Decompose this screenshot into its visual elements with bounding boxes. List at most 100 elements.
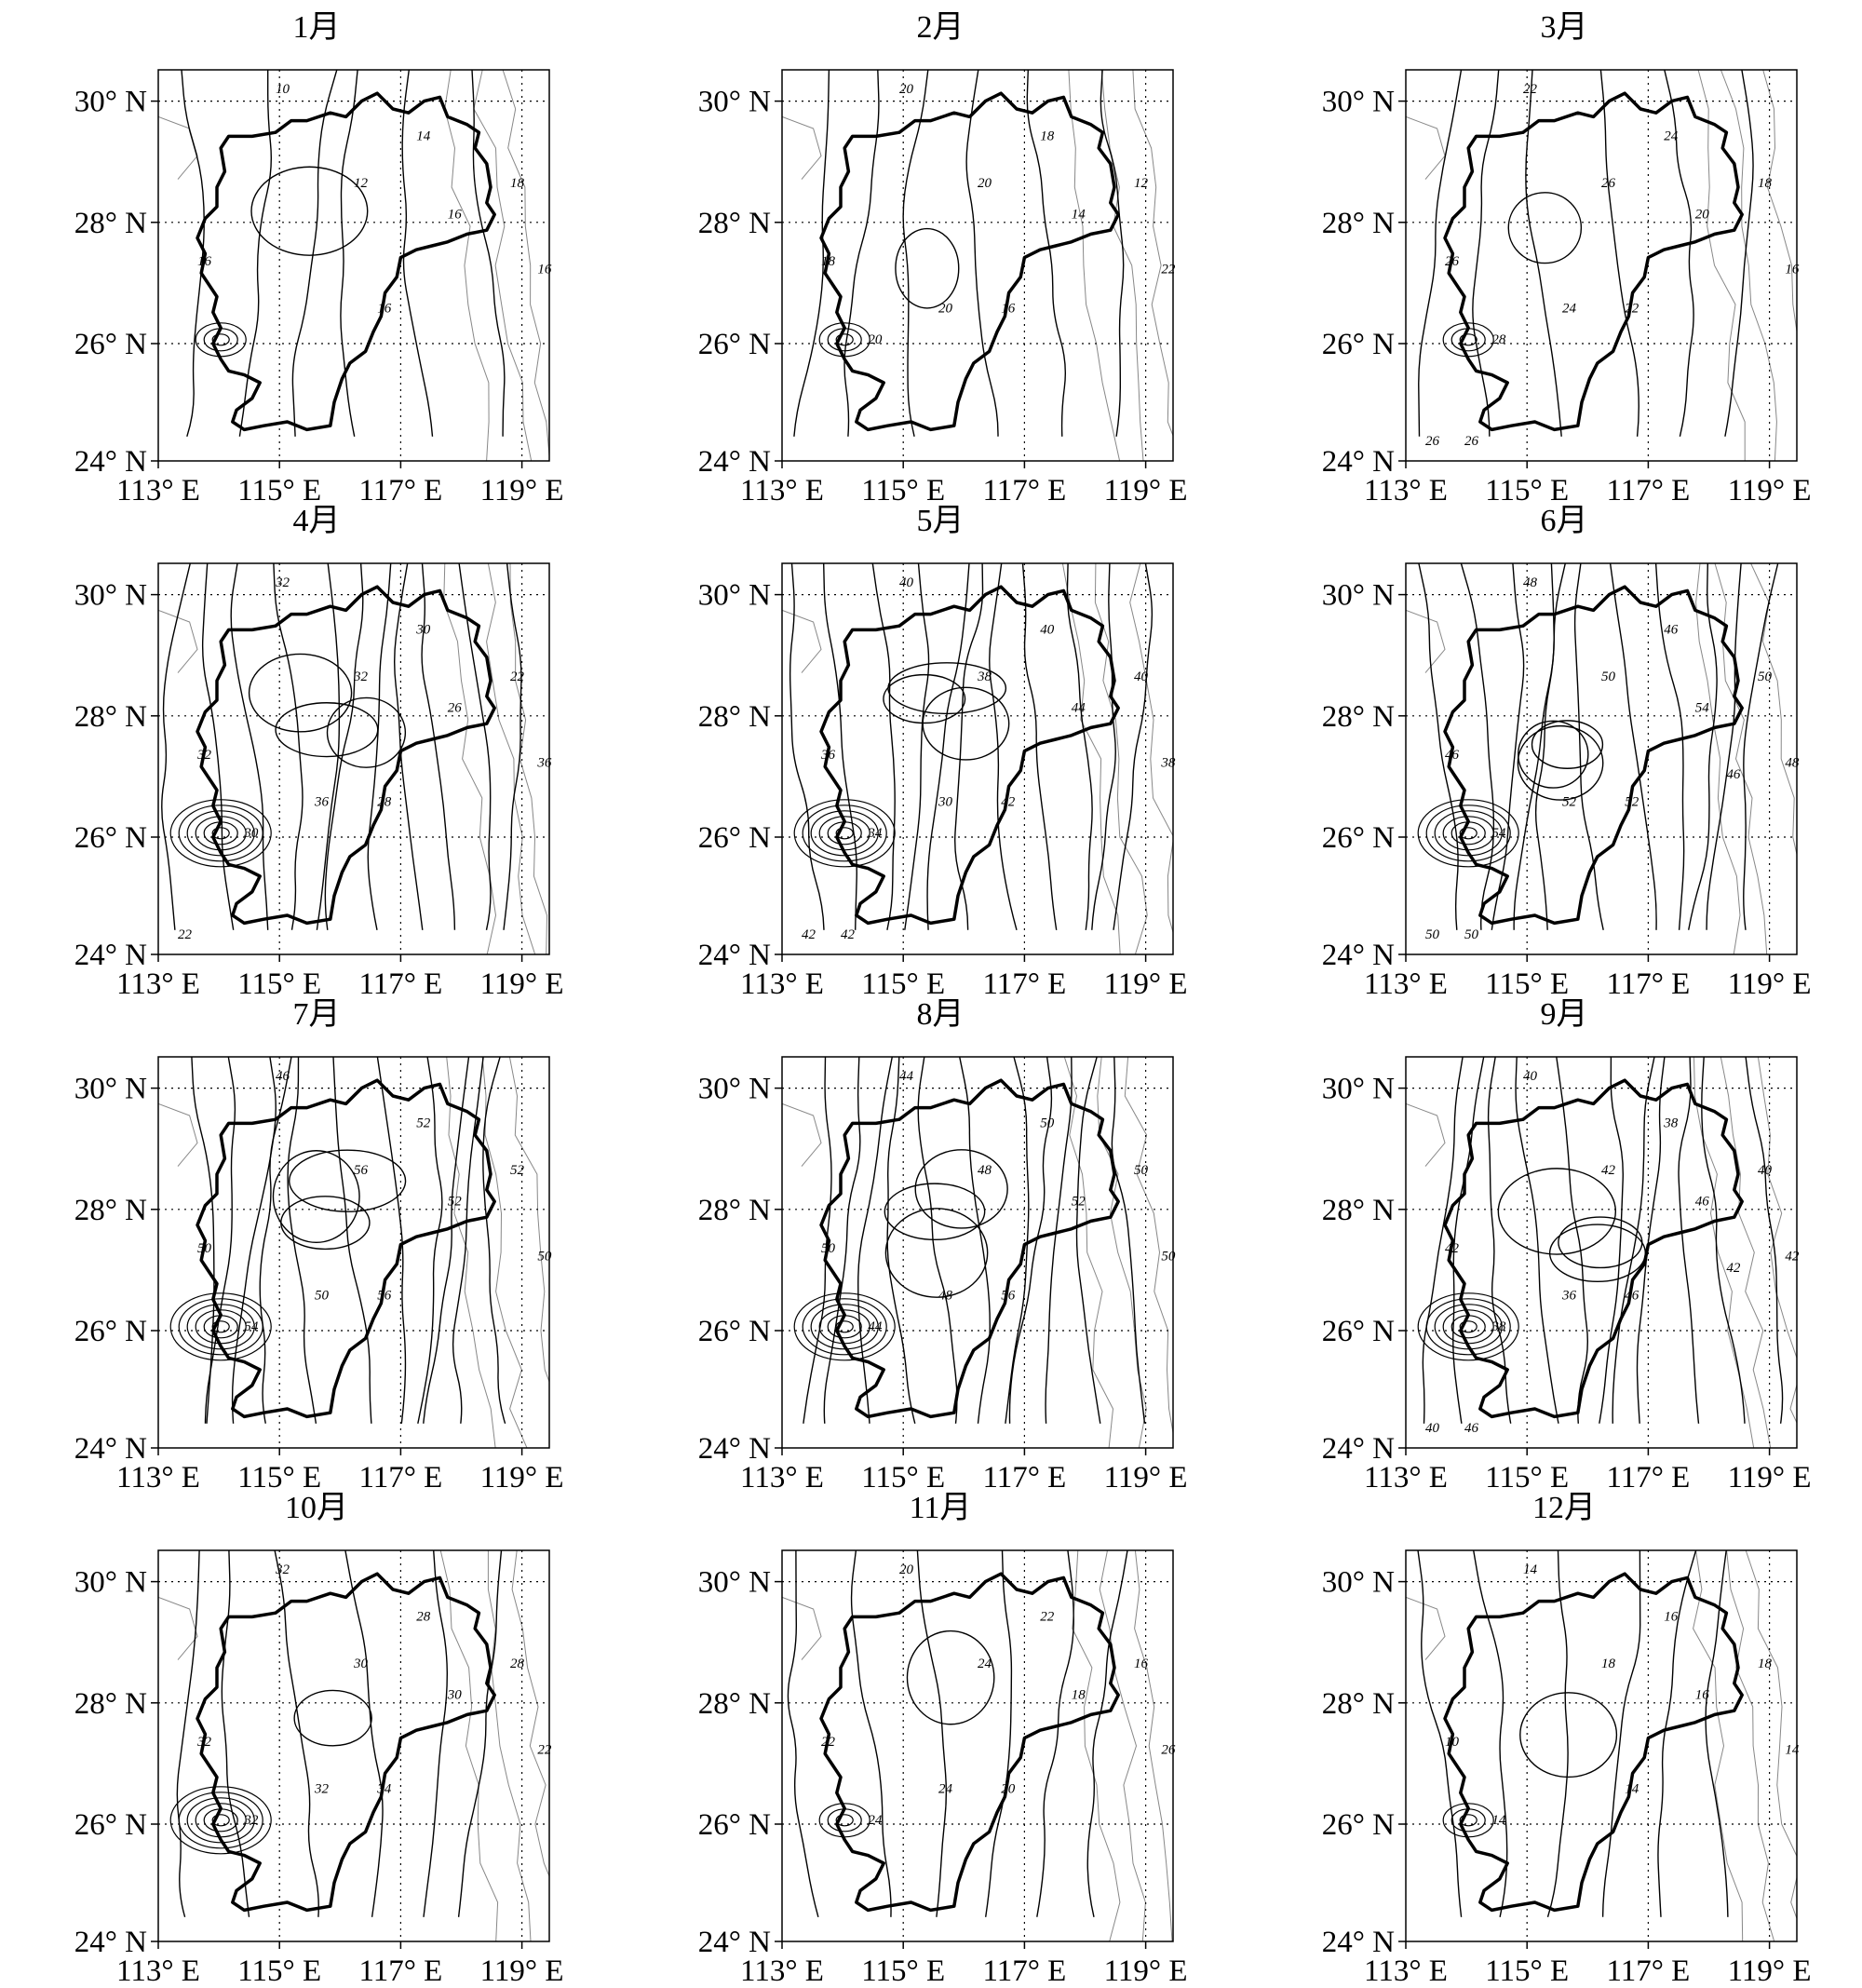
contour-line — [452, 1057, 484, 1424]
contour-line — [789, 563, 825, 930]
border-line — [158, 1596, 198, 1660]
contour-label: 20 — [1001, 1781, 1016, 1796]
contour-map: 44 48 50 56 52 50 50 50 44 48 30° N 28° N 26° N 24° N… — [698, 1056, 1188, 1490]
lat-label: 28° N — [698, 1687, 771, 1721]
contour-line — [201, 563, 235, 930]
contour-line — [985, 1550, 1013, 1917]
map-panel: 3月 22 26 24 22 20 18 16 26 28 24 26 26 30° N 28° N 26° … — [1248, 9, 1825, 503]
lat-label: 26° N — [1322, 328, 1395, 361]
contour-line — [1705, 1550, 1729, 1917]
contour-label: 52 — [1562, 794, 1577, 809]
contour-label: 26 — [448, 701, 463, 716]
contour-label: 22 — [1625, 301, 1639, 316]
contour-label: 46 — [1664, 623, 1679, 638]
contour-label: 40 — [1523, 1069, 1538, 1084]
contour-label: 22 — [178, 927, 193, 942]
contour-line — [1556, 1057, 1588, 1424]
lon-label: 113° E — [1364, 1461, 1448, 1490]
lat-label: 24° N — [74, 939, 147, 972]
contour-loop — [1450, 328, 1486, 352]
contour-loop — [250, 166, 369, 256]
border-line — [1406, 1596, 1446, 1660]
contour-loop — [1425, 805, 1511, 862]
lat-label: 26° N — [1322, 821, 1395, 855]
map-panel: 6月 48 50 46 52 54 50 48 46 54 52 50 50 46 30° N 28° N 26… — [1248, 503, 1825, 996]
contour-label: 40 — [899, 575, 914, 590]
contour-line — [287, 1057, 317, 1424]
contour-line — [367, 563, 392, 930]
coastline — [1720, 70, 1777, 461]
lon-label: 113° E — [116, 1461, 200, 1490]
coastline — [1099, 1550, 1146, 1941]
contour-line — [1609, 563, 1657, 930]
contour-loop — [169, 1292, 272, 1361]
contour-label: 50 — [315, 1288, 330, 1303]
coastline — [1068, 70, 1121, 461]
coastline — [1097, 1057, 1147, 1448]
contour-line — [1745, 1057, 1784, 1424]
coastline — [1695, 563, 1741, 954]
contour-loop — [1450, 1808, 1486, 1832]
coastline — [1134, 1550, 1173, 1941]
contour-line — [1491, 563, 1525, 930]
contour-line — [471, 70, 506, 437]
coastline — [508, 1057, 549, 1384]
contour-line — [1021, 563, 1058, 930]
contour-map: 32 32 30 28 26 22 36 32 30 36 22 30° N 28° N 26° N 24°… — [74, 562, 564, 996]
contour-loop — [1507, 192, 1583, 264]
contour-label: 30 — [243, 826, 259, 841]
contour-label: 22 — [510, 669, 525, 684]
contour-label: 16 — [537, 262, 552, 277]
province-boundary — [1443, 1078, 1744, 1419]
contour-label: 42 — [1785, 1249, 1800, 1264]
contour-line — [176, 1550, 200, 1917]
contour-loop — [178, 1298, 263, 1356]
contour-loop — [293, 1689, 372, 1747]
coastline — [443, 563, 497, 954]
contour-loop — [211, 1320, 230, 1333]
lon-label: 115° E — [1485, 967, 1569, 996]
contour-line — [1026, 70, 1066, 437]
lat-label: 30° N — [698, 1566, 771, 1600]
contour-line — [954, 563, 984, 930]
contour-label: 24 — [938, 1781, 953, 1796]
map-frame — [157, 1549, 550, 1942]
lat-label: 26° N — [74, 1808, 147, 1842]
contour-label: 50 — [1040, 1116, 1055, 1131]
map-frame — [1405, 69, 1798, 462]
contour-label: 54 — [1491, 826, 1506, 841]
province-boundary — [819, 585, 1120, 926]
lat-label: 30° N — [74, 1073, 147, 1106]
contour-label: 50 — [1758, 669, 1773, 684]
contour-label: 10 — [276, 82, 290, 97]
contour-loop — [835, 827, 854, 840]
map-panel: 12月 14 18 16 14 16 18 14 10 14 30° N 28° N 26° N 24° … — [1248, 1490, 1825, 1983]
map-frame — [781, 1549, 1174, 1942]
contour-line — [1601, 1550, 1641, 1917]
lat-label: 30° N — [1322, 1073, 1395, 1106]
lat-label: 24° N — [698, 939, 771, 972]
contour-label: 26 — [1464, 434, 1479, 449]
contour-loop — [835, 333, 854, 346]
contour-label: 32 — [314, 1781, 330, 1796]
contour-line — [1418, 70, 1463, 437]
lat-label: 24° N — [1322, 445, 1395, 479]
lon-label: 117° E — [982, 474, 1066, 503]
contour-label: 14 — [416, 129, 431, 144]
contour-map: 40 42 38 46 46 40 42 42 38 36 40 46 42 30° N 28° N 26° … — [1322, 1056, 1812, 1490]
lon-label: 113° E — [740, 1954, 824, 1983]
contour-label: 18 — [1758, 176, 1773, 191]
contour-loop — [835, 1814, 854, 1827]
panel-title: 4月 — [292, 504, 341, 538]
lon-label: 117° E — [1606, 1954, 1690, 1983]
contour-label: 36 — [314, 794, 330, 809]
map-panel: 7月 46 56 52 56 52 52 50 50 54 50 30° N 28° N 26° N 24°… — [0, 996, 577, 1490]
contour-loop — [906, 1630, 995, 1725]
contour-line — [871, 563, 896, 930]
contour-loop — [211, 1814, 230, 1827]
lat-label: 24° N — [698, 1926, 771, 1959]
lon-label: 115° E — [237, 1461, 321, 1490]
lon-label: 119° E — [1728, 1954, 1812, 1983]
contour-loop — [1459, 1320, 1477, 1333]
